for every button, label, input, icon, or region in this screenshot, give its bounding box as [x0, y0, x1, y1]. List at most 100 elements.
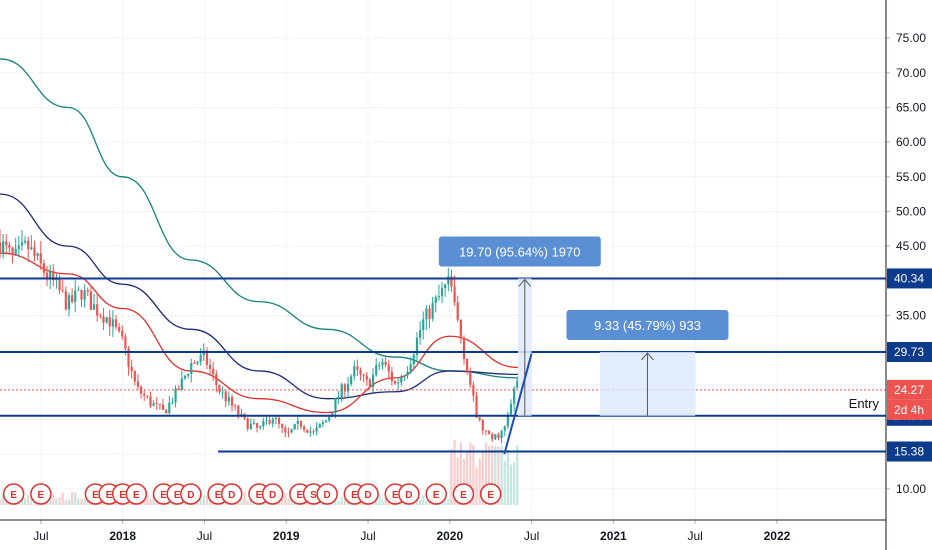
event-marker[interactable] — [316, 483, 338, 505]
horizontal-levels[interactable]: Entry — [0, 277, 886, 453]
entry-label: Entry — [849, 396, 880, 411]
candle-body — [481, 420, 484, 431]
event-marker-letter: E — [351, 490, 358, 501]
candle-body — [456, 302, 459, 320]
candle-body — [475, 395, 478, 418]
level-price-tag-box — [887, 441, 932, 462]
candle-body — [8, 244, 11, 248]
candle-body — [215, 374, 218, 385]
measure-label-box[interactable] — [438, 236, 601, 267]
candle-body — [224, 391, 227, 402]
volume-bar — [284, 493, 287, 505]
candle-body — [453, 286, 456, 303]
candle-body — [221, 391, 224, 393]
event-marker[interactable] — [261, 483, 284, 505]
event-marker[interactable] — [452, 483, 475, 505]
candle-body — [259, 426, 262, 428]
volume-bar — [478, 458, 481, 505]
level-price-tag-box — [887, 268, 932, 289]
candle-body — [375, 365, 378, 375]
event-marker[interactable] — [2, 483, 25, 505]
event-marker-letter: E — [106, 490, 113, 501]
volume-bar — [509, 464, 513, 505]
candle-body — [246, 418, 249, 429]
event-marker-letter: D — [324, 490, 331, 501]
candle-body — [199, 355, 202, 362]
measure-label-box[interactable] — [566, 310, 729, 341]
candle-body — [516, 380, 519, 389]
candle-body — [306, 429, 309, 433]
candle-body — [381, 361, 384, 366]
event-marker[interactable] — [220, 483, 243, 505]
candle-body — [49, 270, 52, 279]
candle-body — [409, 364, 412, 372]
candle-body — [447, 276, 450, 285]
event-marker[interactable] — [180, 483, 202, 505]
candle-body — [340, 384, 343, 398]
candle-body — [177, 388, 180, 390]
candle-body — [271, 418, 274, 424]
price-range-measures[interactable]: 19.70 (95.64%) 1970 9.33 (45.79%) 933 — [438, 236, 729, 416]
candle-body — [174, 388, 177, 403]
candle-body — [287, 432, 290, 434]
candle-body — [99, 315, 102, 317]
candle-body — [80, 289, 83, 300]
volume-bar — [343, 493, 346, 505]
event-marker[interactable] — [357, 483, 379, 505]
volume-bar — [447, 498, 450, 505]
candle-body — [450, 276, 453, 287]
event-marker[interactable] — [30, 483, 52, 505]
candle-body — [20, 242, 24, 246]
candle-body — [52, 270, 55, 281]
volume-bar — [462, 458, 466, 505]
event-marker[interactable] — [479, 483, 502, 505]
event-marker-letter: E — [460, 490, 467, 501]
candle-body — [378, 365, 381, 367]
volume-bar — [83, 498, 86, 505]
candle-body — [428, 308, 431, 319]
volume-bar — [58, 497, 61, 505]
trend-line[interactable] — [503, 353, 533, 455]
x-tick-label: 2021 — [600, 529, 627, 543]
candle-body — [478, 417, 481, 421]
volume-bar — [77, 498, 80, 505]
event-marker-letter: E — [119, 490, 126, 501]
y-tick-label: 45.00 — [896, 239, 926, 253]
candlesticks — [0, 229, 519, 444]
volume-bar — [513, 462, 516, 505]
volume-bar — [249, 498, 252, 505]
candle-body — [343, 384, 346, 392]
candle-body — [434, 297, 437, 303]
event-marker[interactable] — [425, 483, 447, 505]
event-marker[interactable] — [398, 483, 420, 505]
candle-body — [362, 374, 365, 376]
y-tick-label: 60.00 — [896, 135, 926, 149]
candle-body — [415, 337, 419, 355]
candle-body — [23, 240, 27, 243]
candle-body — [152, 403, 155, 406]
candle-body — [324, 420, 328, 423]
volume-bar — [55, 498, 58, 505]
candle-body — [440, 288, 444, 296]
volume-bar — [475, 467, 478, 505]
candle-body — [353, 366, 356, 377]
candle-body — [190, 363, 193, 375]
volume-bar — [71, 491, 74, 505]
candle-body — [403, 375, 406, 378]
candle-body — [466, 359, 469, 372]
volume-bar — [199, 492, 202, 505]
candle-body — [149, 396, 152, 406]
candle-body — [67, 295, 71, 310]
event-marker-letter: D — [269, 490, 276, 501]
event-marker[interactable] — [125, 483, 148, 505]
x-tick-label: Jul — [687, 529, 702, 543]
y-tick-label: 35.00 — [896, 308, 926, 322]
candle-body — [2, 241, 5, 255]
candle-body — [312, 431, 315, 433]
volume-bar — [52, 494, 55, 505]
y-tick-label: 75.00 — [896, 31, 926, 45]
candle-body — [143, 393, 146, 396]
trend-line-segment[interactable] — [503, 353, 533, 455]
